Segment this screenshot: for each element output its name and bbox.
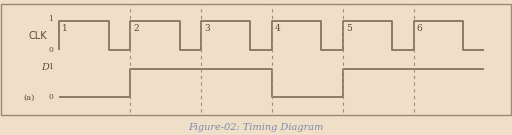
Text: 3: 3 [204, 24, 209, 33]
Text: 6: 6 [417, 24, 422, 33]
Text: 0: 0 [48, 46, 53, 54]
Text: 4: 4 [275, 24, 281, 33]
Text: (a): (a) [24, 93, 35, 101]
Text: 1: 1 [48, 15, 53, 23]
Text: 5: 5 [346, 24, 352, 33]
Text: 1: 1 [48, 63, 53, 70]
Text: 1: 1 [62, 24, 68, 33]
Text: 2: 2 [133, 24, 139, 33]
Text: 0: 0 [48, 93, 53, 101]
Text: D: D [41, 63, 49, 72]
Text: CLK: CLK [28, 31, 47, 41]
Text: Figure-02: Timing Diagram: Figure-02: Timing Diagram [188, 123, 324, 132]
